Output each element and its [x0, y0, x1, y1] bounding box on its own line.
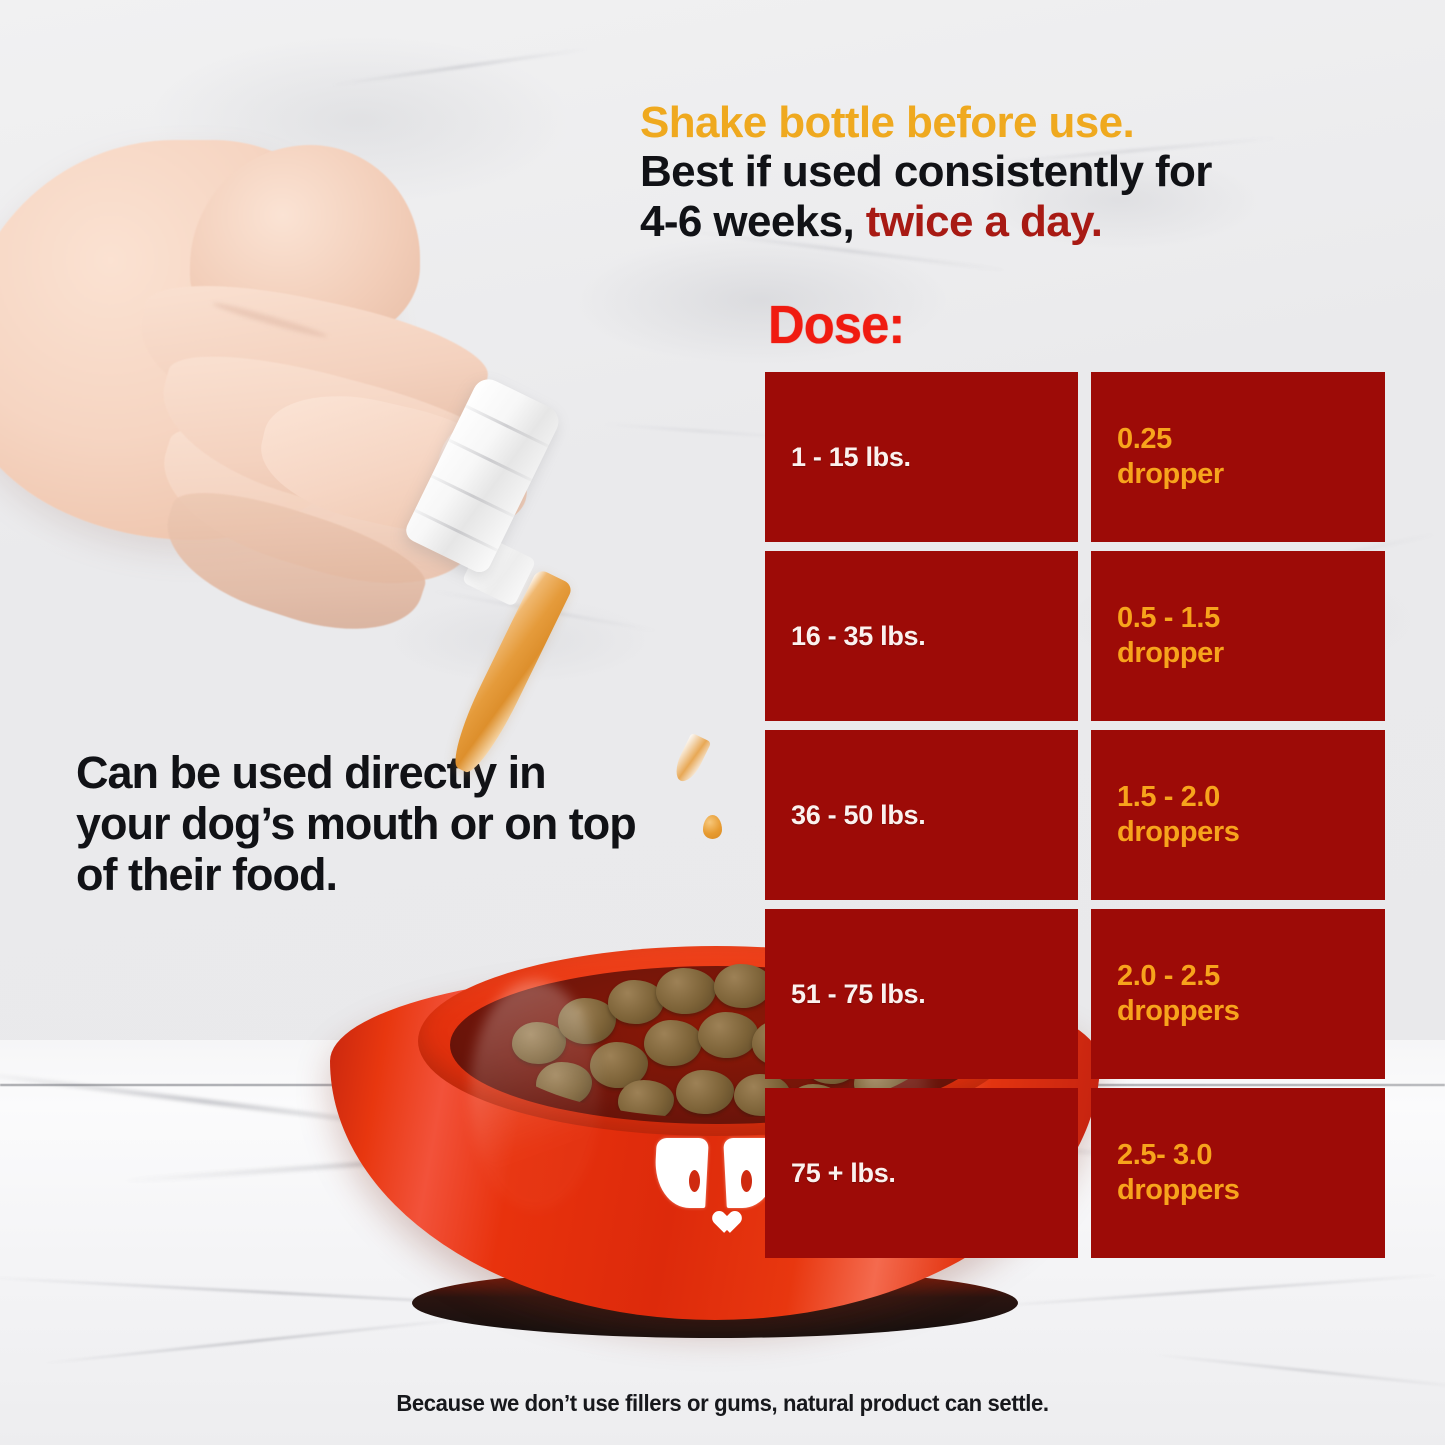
table-row: 1 - 15 lbs.	[765, 372, 1078, 542]
table-row: 2.5- 3.0 droppers	[1091, 1088, 1385, 1258]
table-row: 0.25 dropper	[1091, 372, 1385, 542]
headline-shake-bottle: Shake bottle before use.	[640, 98, 1135, 147]
table-row: 0.5 - 1.5 dropper	[1091, 551, 1385, 721]
usage-copy: Can be used directly in your dog’s mouth…	[76, 747, 637, 900]
dose-amount: 1.5 - 2.0	[1117, 781, 1220, 814]
weight-range: 36 - 50 lbs.	[791, 799, 926, 830]
table-row: 51 - 75 lbs.	[765, 909, 1078, 1079]
table-row: 16 - 35 lbs.	[765, 551, 1078, 721]
weight-range: 75 + lbs.	[791, 1157, 896, 1188]
footnote: Because we don’t use fillers or gums, na…	[396, 1390, 1049, 1416]
dose-unit: dropper	[1117, 458, 1224, 490]
headline-best-if-used: Best if used consistently for	[640, 147, 1212, 197]
dose-amount: 0.5 - 1.5	[1117, 602, 1220, 635]
dose-title: Dose:	[768, 295, 905, 355]
dose-amount: 2.0 - 2.5	[1117, 960, 1220, 993]
dose-unit: droppers	[1117, 995, 1240, 1027]
hand-with-dropper	[0, 120, 600, 655]
table-row: 75 + lbs.	[765, 1088, 1078, 1258]
dose-unit: droppers	[1117, 816, 1240, 848]
table-row: 36 - 50 lbs.	[765, 730, 1078, 900]
dose-unit: droppers	[1117, 1174, 1240, 1206]
dose-unit: dropper	[1117, 637, 1224, 669]
table-row: 1.5 - 2.0 droppers	[1091, 730, 1385, 900]
dog-face-logo-icon	[653, 1138, 785, 1236]
headline-twice-a-day: twice a day.	[865, 196, 1103, 246]
weight-range: 16 - 35 lbs.	[791, 620, 926, 651]
headline-weeks-prefix: 4-6 weeks,	[640, 196, 866, 246]
weight-range: 51 - 75 lbs.	[791, 978, 926, 1009]
dose-amount: 2.5- 3.0	[1117, 1139, 1213, 1172]
headline-block: Shake bottle before use. Best if used co…	[640, 98, 1340, 246]
dose-table: 1 - 15 lbs. 0.25 dropper 16 - 35 lbs. 0.…	[765, 372, 1385, 1258]
weight-range: 1 - 15 lbs.	[791, 441, 911, 472]
dose-amount: 0.25	[1117, 423, 1172, 456]
oil-droplet-icon	[703, 815, 722, 839]
table-row: 2.0 - 2.5 droppers	[1091, 909, 1385, 1079]
